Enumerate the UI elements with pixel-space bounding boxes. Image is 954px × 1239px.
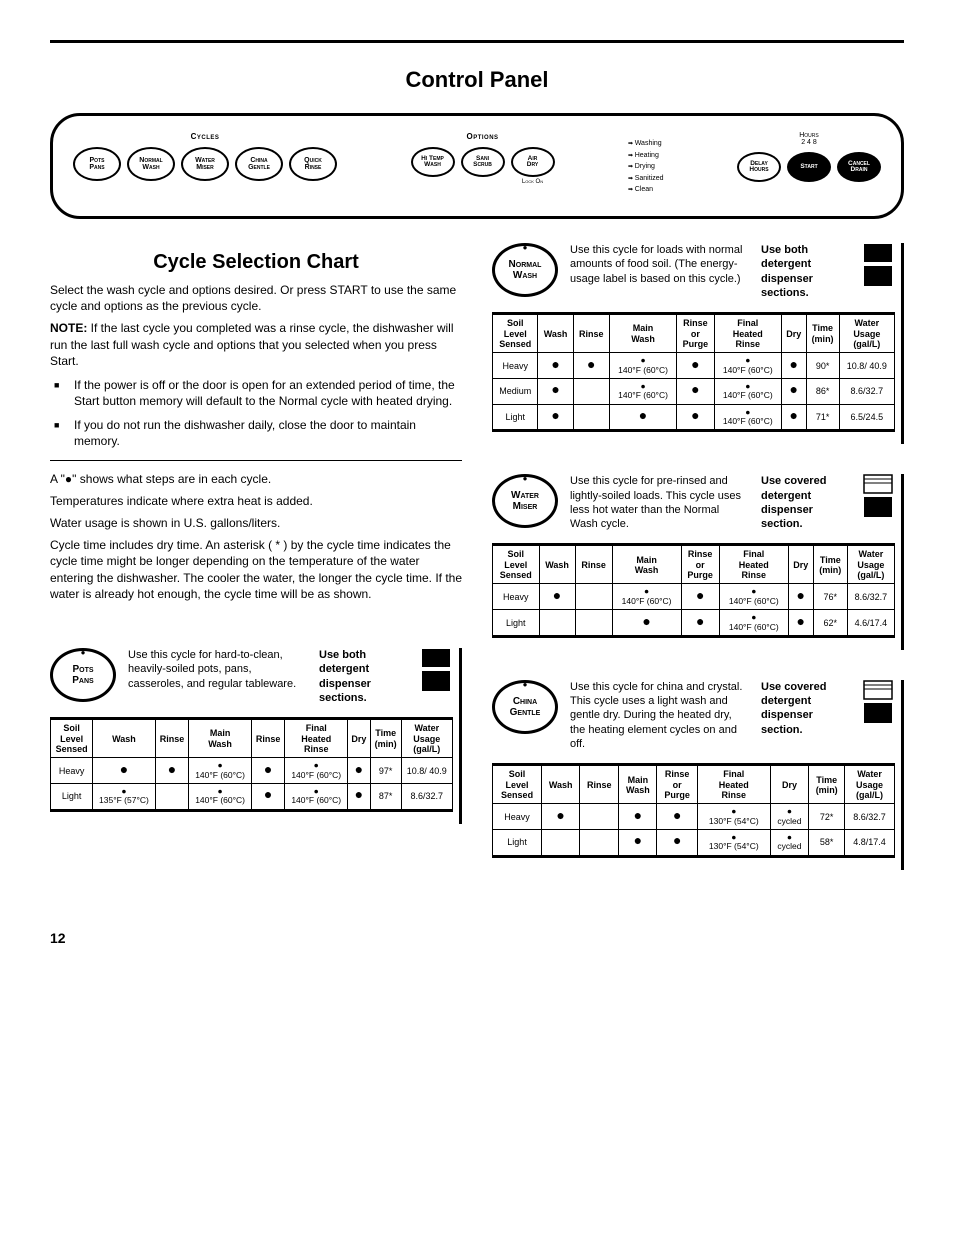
normal-wash-desc: Use this cycle for loads with normal amo… <box>570 243 749 286</box>
dispenser-both-icon <box>863 243 895 287</box>
lockon-label: Lock On <box>522 179 543 185</box>
hours-label: Hours2 4 8 <box>799 132 819 146</box>
control-panel-frame: Cycles PotsPans NormalWash WaterMiser Ch… <box>50 113 904 219</box>
legend-1: A "●" shows what steps are in each cycle… <box>50 471 462 487</box>
status-group: Washing Heating Drying Sanitized Clean <box>628 138 664 196</box>
normal-wash-disp-text: Use both detergent dispenser sections. <box>761 243 851 300</box>
page-title: Control Panel <box>50 67 904 93</box>
pots-pans-block: PotsPans Use this cycle for hard-to-clea… <box>50 648 462 824</box>
normal-wash-icon: NormalWash <box>492 243 558 297</box>
status-list: Washing Heating Drying Sanitized Clean <box>628 138 664 196</box>
airdry-button[interactable]: AirDry <box>511 147 555 177</box>
water-miser-table: SoilLevelSensedWashRinseMainWashRinseorP… <box>492 543 895 637</box>
water-miser-desc: Use this cycle for pre-rinsed and lightl… <box>570 474 749 531</box>
control-group: Hours2 4 8 DelayHours Start CancelDrain <box>737 132 881 182</box>
water-miser-button[interactable]: WaterMiser <box>181 147 229 181</box>
options-group: Options Hi TempWash SaniScrub AirDry Loc… <box>411 132 555 185</box>
china-gentle-desc: Use this cycle for china and crystal. Th… <box>570 680 749 751</box>
legend-2: Temperatures indicate where extra heat i… <box>50 493 462 509</box>
dispenser-covered-icon <box>863 680 895 724</box>
start-button[interactable]: Start <box>787 152 831 182</box>
bullet-1: If the power is off or the door is open … <box>50 377 462 409</box>
pots-pans-table: SoilLevelSensedWashRinseMainWashRinseFin… <box>50 717 453 811</box>
pots-pans-disp-text: Use both detergent dispenser sections. <box>319 648 409 705</box>
china-gentle-table: SoilLevelSensedWashRinseMainWashRinseorP… <box>492 763 895 857</box>
page-number: 12 <box>50 930 904 946</box>
note-list: If the power is off or the door is open … <box>50 377 462 450</box>
normal-wash-table: SoilLevelSensedWashRinseMainWashRinseorP… <box>492 312 895 432</box>
china-gentle-block: ChinaGentle Use this cycle for china and… <box>492 680 904 870</box>
china-gentle-disp-text: Use covered detergent dispenser section. <box>761 680 851 737</box>
normal-wash-button[interactable]: NormalWash <box>127 147 175 181</box>
dispenser-both-icon <box>421 648 453 692</box>
water-miser-disp-text: Use covered detergent dispenser section. <box>761 474 851 531</box>
water-miser-block: WaterMiser Use this cycle for pre-rinsed… <box>492 474 904 650</box>
normal-wash-block: NormalWash Use this cycle for loads with… <box>492 243 904 444</box>
quick-rinse-button[interactable]: QuickRinse <box>289 147 337 181</box>
water-miser-icon: WaterMiser <box>492 474 558 528</box>
divider <box>50 460 462 461</box>
hitemp-button[interactable]: Hi TempWash <box>411 147 455 177</box>
options-label: Options <box>466 132 498 141</box>
cancel-button[interactable]: CancelDrain <box>837 152 881 182</box>
pots-pans-desc: Use this cycle for hard-to-clean, heavil… <box>128 648 307 691</box>
delay-button[interactable]: DelayHours <box>737 152 781 182</box>
legend-3: Water usage is shown in U.S. gallons/lit… <box>50 515 462 531</box>
china-gentle-button[interactable]: ChinaGentle <box>235 147 283 181</box>
intro-1: Select the wash cycle and options desire… <box>50 282 462 314</box>
pots-pans-icon: PotsPans <box>50 648 116 702</box>
chart-title: Cycle Selection Chart <box>50 251 462 274</box>
saniscrub-button[interactable]: SaniScrub <box>461 147 505 177</box>
top-rule <box>50 40 904 43</box>
intro-2: NOTE: If the last cycle you completed wa… <box>50 320 462 369</box>
bullet-2: If you do not run the dishwasher daily, … <box>50 417 462 449</box>
right-column: NormalWash Use this cycle for loads with… <box>492 243 904 900</box>
pots-pans-button[interactable]: PotsPans <box>73 147 121 181</box>
dispenser-covered-icon <box>863 474 895 518</box>
china-gentle-icon: ChinaGentle <box>492 680 558 734</box>
legend-4: Cycle time includes dry time. An asteris… <box>50 537 462 602</box>
cycles-group: Cycles PotsPans NormalWash WaterMiser Ch… <box>73 132 337 181</box>
left-column: Cycle Selection Chart Select the wash cy… <box>50 243 462 854</box>
cycles-label: Cycles <box>191 132 220 141</box>
